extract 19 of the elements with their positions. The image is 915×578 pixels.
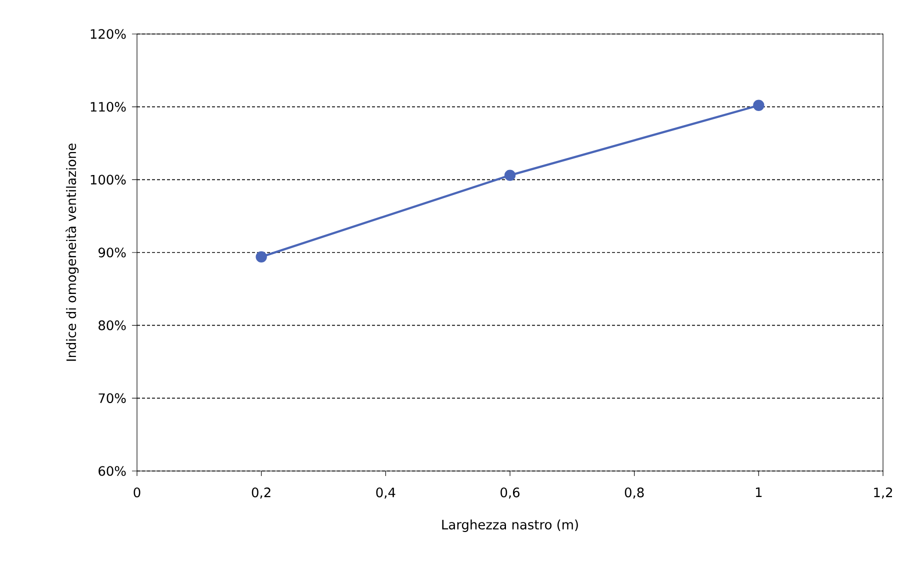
x-tick-label: 0 [134, 488, 140, 498]
x-tick-label: 0,6 [500, 488, 520, 499]
point [256, 251, 267, 262]
y-tick-label: 100% [90, 174, 126, 185]
y-tick-label: 110% [90, 102, 126, 112]
x-tick-label: 0,4 [376, 488, 396, 499]
point [753, 100, 764, 111]
x-tick-label: 1,2 [874, 488, 892, 499]
x-axis-title: Larghezza nastro (m) [442, 519, 578, 532]
y-tick-label: 90% [98, 248, 126, 258]
y-tick-label: 80% [98, 320, 126, 330]
point [504, 170, 516, 181]
y-tick-label: 70% [98, 393, 126, 404]
x-tick-label: 0,2 [252, 488, 270, 499]
y-tick-label: 120% [90, 29, 126, 39]
y-tick-label: 60% [98, 466, 126, 476]
y-axis-title: Indice di omogeneità ventilazione [66, 144, 79, 361]
x-tick-label: 0,8 [624, 488, 644, 499]
x-tick-label: 1 [756, 488, 762, 497]
